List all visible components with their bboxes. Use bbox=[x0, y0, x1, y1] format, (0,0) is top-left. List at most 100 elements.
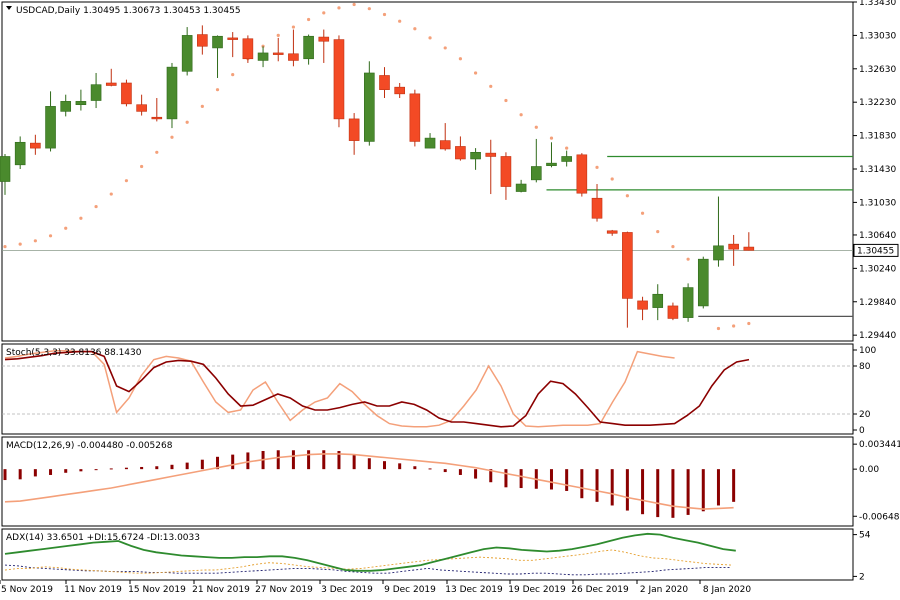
macd-histogram-bar bbox=[337, 450, 341, 470]
stochastic-axis-tick-label: 80 bbox=[859, 362, 871, 372]
psar-dot bbox=[170, 135, 174, 139]
psar-dot bbox=[3, 245, 7, 249]
price-header-label: USDCAD,Daily 1.30495 1.30673 1.30453 1.3… bbox=[16, 6, 241, 16]
psar-dot bbox=[352, 2, 356, 7]
psar-dot bbox=[686, 257, 690, 261]
psar-dot bbox=[398, 19, 402, 23]
psar-dot bbox=[109, 192, 113, 196]
macd-histogram-bar bbox=[124, 467, 128, 470]
macd-histogram-bar bbox=[33, 469, 37, 477]
psar-dot bbox=[94, 204, 98, 209]
date-axis-label: 8 Jan 2020 bbox=[703, 585, 751, 595]
price-axis-tick-label: 1.29440 bbox=[859, 331, 896, 341]
bearish-candle bbox=[455, 146, 466, 160]
price-axis-tick-label: 1.30640 bbox=[859, 231, 896, 241]
bearish-candle bbox=[637, 300, 648, 310]
date-axis-label: 3 Dec 2019 bbox=[321, 585, 373, 595]
bullish-candle bbox=[45, 106, 56, 149]
bullish-candle bbox=[546, 162, 557, 166]
macd-histogram-bar bbox=[413, 466, 417, 470]
stochastic-pane-frame bbox=[1, 343, 854, 435]
bearish-candle bbox=[606, 230, 618, 234]
psar-dot bbox=[671, 245, 675, 249]
bearish-candle bbox=[272, 52, 284, 55]
psar-dot bbox=[565, 146, 569, 150]
date-axis-label: 11 Nov 2019 bbox=[64, 585, 122, 595]
price-axis-tick-label: 1.29840 bbox=[859, 298, 896, 308]
macd-histogram-bar bbox=[307, 450, 311, 470]
macd-histogram-bar bbox=[565, 469, 569, 491]
date-axis-label: 21 Nov 2019 bbox=[192, 585, 250, 595]
psar-dot bbox=[443, 46, 447, 50]
macd-histogram-bar bbox=[322, 450, 326, 470]
bearish-candle bbox=[485, 152, 497, 157]
psar-dot bbox=[18, 242, 22, 246]
psar-dot bbox=[534, 125, 538, 129]
bearish-candle bbox=[288, 53, 299, 61]
bearish-candle bbox=[667, 305, 679, 319]
macd-axis-tick-label: 0.00 bbox=[859, 465, 879, 475]
macd-header-label: MACD(12,26,9) -0.004480 -0.005268 bbox=[6, 441, 173, 451]
stochastic-header-label: Stoch(5,3,3) 33.8136 88.1430 bbox=[6, 348, 142, 358]
date-axis-label: 9 Dec 2019 bbox=[384, 585, 436, 595]
bearish-candle bbox=[379, 75, 390, 90]
date-axis-label: 13 Dec 2019 bbox=[445, 585, 503, 595]
psar-dot bbox=[276, 33, 280, 37]
dropdown-triangle-icon bbox=[6, 6, 12, 10]
psar-dot bbox=[140, 164, 144, 169]
psar-dot bbox=[382, 12, 387, 17]
psar-dot bbox=[64, 226, 68, 230]
macd-histogram-bar bbox=[200, 459, 204, 470]
bearish-candle bbox=[409, 93, 421, 142]
adx-pane-frame bbox=[1, 528, 854, 581]
macd-histogram-bar bbox=[64, 469, 68, 473]
adx-plus-di-line bbox=[4, 549, 732, 574]
psar-dot bbox=[322, 11, 326, 15]
price-axis-tick-label: 1.33430 bbox=[859, 0, 896, 8]
bearish-candle bbox=[576, 154, 588, 194]
psar-dot bbox=[489, 84, 493, 88]
psar-dot bbox=[473, 71, 478, 75]
bullish-candle bbox=[530, 166, 542, 181]
bullish-candle bbox=[515, 183, 527, 192]
psar-dot bbox=[291, 25, 296, 29]
psar-dot bbox=[185, 120, 189, 124]
bullish-candle bbox=[470, 151, 481, 160]
bearish-candle bbox=[136, 104, 147, 112]
bearish-candle bbox=[728, 243, 739, 250]
bullish-candle bbox=[75, 101, 87, 106]
macd-histogram-bar bbox=[170, 464, 174, 470]
bullish-candle bbox=[303, 35, 314, 60]
stochastic-axis-tick-label: 100 bbox=[859, 346, 876, 356]
current-price-box bbox=[853, 243, 899, 257]
bearish-candle bbox=[318, 36, 330, 42]
macd-histogram-bar bbox=[489, 469, 493, 483]
macd-histogram-bar bbox=[641, 469, 645, 515]
price-pane-frame bbox=[1, 1, 854, 342]
macd-histogram-bar bbox=[428, 468, 432, 470]
price-axis-tick-label: 1.32630 bbox=[859, 65, 896, 75]
macd-histogram-bar bbox=[474, 469, 478, 479]
bearish-candle bbox=[333, 39, 345, 120]
macd-histogram-bar bbox=[246, 452, 250, 470]
adx-header-label: ADX(14) 33.6501 +DI:15.6724 -DI:13.0033 bbox=[6, 533, 200, 543]
bearish-candle bbox=[30, 142, 41, 149]
macd-signal-line bbox=[4, 453, 734, 510]
adx-main-line bbox=[4, 532, 736, 572]
bullish-candle bbox=[561, 156, 572, 162]
psar-dot bbox=[48, 234, 53, 238]
stochastic-axis-tick-label: 0 bbox=[859, 426, 865, 436]
macd-histogram-bar bbox=[18, 469, 22, 480]
adx-axis-tick-label: 2 bbox=[859, 572, 865, 582]
bullish-candle bbox=[14, 141, 26, 166]
macd-histogram-bar bbox=[595, 469, 599, 502]
macd-histogram-bar bbox=[140, 466, 144, 470]
psar-dot bbox=[215, 88, 220, 92]
bearish-candle bbox=[439, 140, 451, 150]
bullish-candle bbox=[424, 137, 436, 149]
psar-dot bbox=[124, 179, 129, 183]
date-axis-label: 5 Nov 2019 bbox=[1, 585, 53, 595]
psar-dot bbox=[79, 216, 83, 220]
macd-histogram-bar bbox=[549, 469, 553, 490]
bullish-candle bbox=[212, 35, 223, 49]
